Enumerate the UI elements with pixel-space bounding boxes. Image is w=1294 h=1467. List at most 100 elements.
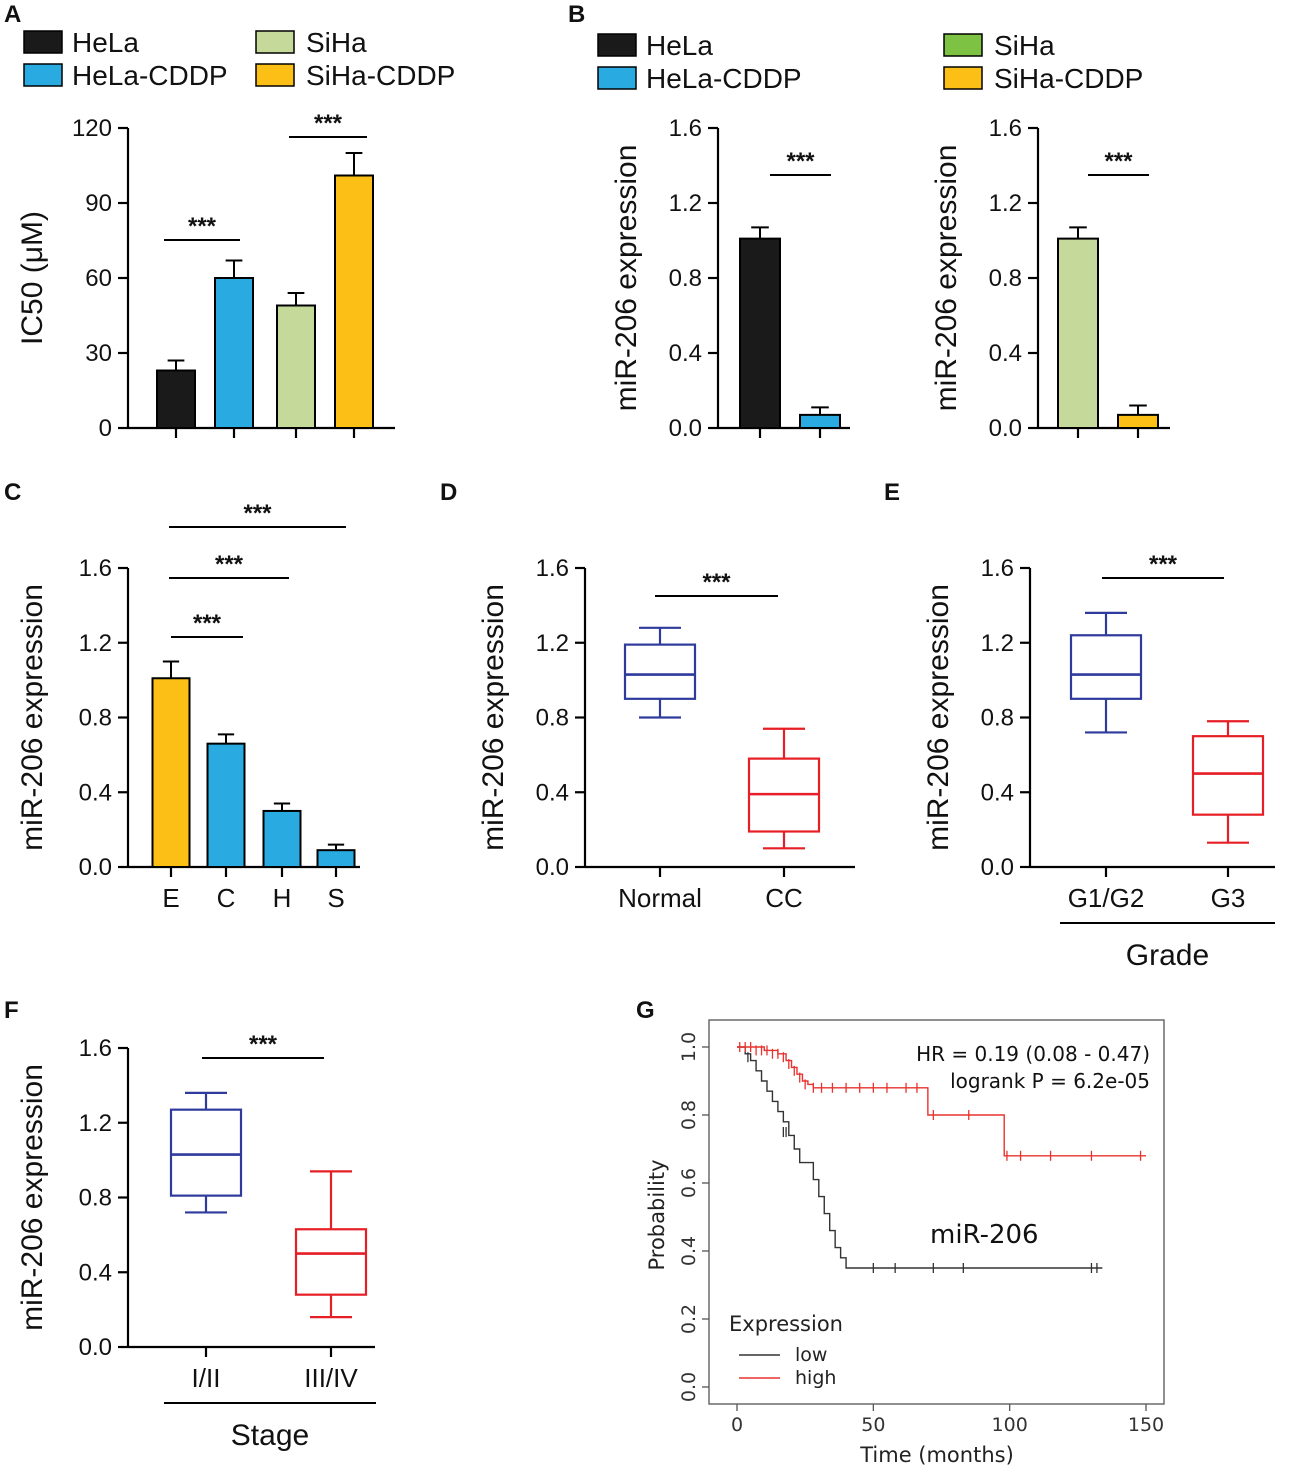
chart-title: miR-206 [930, 1220, 1039, 1250]
y-tick-label: 1.6 [669, 115, 702, 142]
y-tick-label: 1.2 [669, 190, 702, 217]
y-tick-label: 1.6 [79, 555, 112, 582]
y-tick-label: 1.6 [79, 1035, 112, 1062]
x-tick-label: 150 [1128, 1414, 1164, 1436]
y-tick-label: 0.4 [678, 1236, 700, 1266]
y-axis-label: miR-206 expression [930, 145, 963, 412]
group-label: Grade [1126, 939, 1209, 972]
x-tick-label: C [217, 883, 236, 913]
significance-label: *** [243, 500, 272, 527]
y-tick-label: 30 [85, 340, 112, 367]
y-tick-label: 0.8 [79, 705, 112, 732]
significance-label: *** [702, 569, 731, 596]
x-axis-label: Time (months) [859, 1443, 1014, 1467]
legend-label-hela-cddp: HeLa-CDDP [72, 60, 228, 91]
legend-swatch-b-siha-cddp [943, 66, 983, 90]
y-tick-label: 0.4 [536, 779, 569, 806]
y-tick-label: 0.0 [678, 1372, 700, 1402]
y-tick-label: 1.6 [536, 555, 569, 582]
survival-curve-low [737, 1046, 1103, 1269]
bar-s [316, 849, 356, 869]
x-tick-label: 100 [992, 1414, 1028, 1436]
y-tick-label: 0.8 [669, 265, 702, 292]
y-tick-label: 0.4 [79, 779, 112, 806]
y-tick-label: 0.0 [536, 854, 569, 881]
chart-a-ic50: 0 30 60 90 120 IC50 (μM) *** *** [16, 110, 395, 442]
y-tick-label: 0.8 [536, 705, 569, 732]
y-tick-label: 90 [85, 190, 112, 217]
y-axis-label: miR-206 expression [16, 1064, 49, 1331]
x-tick-label: 50 [861, 1414, 885, 1436]
y-tick-label: 1.2 [981, 630, 1014, 657]
legend-label-siha: SiHa [306, 27, 367, 58]
bar-hela-cddp [214, 277, 254, 429]
y-tick-label: 1.6 [989, 115, 1022, 142]
chart-d-normal-vs-cc: 0.0 0.4 0.8 1.2 1.6 miR-206 expression Normal C… [477, 555, 855, 913]
box-iqr-1 [294, 1228, 368, 1296]
y-tick-label: 0.0 [79, 854, 112, 881]
bar-siha-cddp [334, 174, 374, 429]
significance-label: *** [1149, 551, 1178, 578]
legend-a: HeLa HeLa-CDDP SiHa SiHa-CDDP [23, 27, 455, 91]
significance-label: *** [193, 610, 222, 637]
bar-hela [739, 237, 781, 429]
panel-label-g: G [636, 997, 655, 1024]
legend-label-b-siha-cddp: SiHa-CDDP [994, 63, 1143, 94]
y-tick-label: 1.6 [981, 555, 1014, 582]
legend-label-b-hela: HeLa [646, 30, 713, 61]
chart-c-cell-lines: 0.0 0.4 0.8 1.2 1.6 miR-206 expression E C H S ***… [16, 500, 360, 913]
x-tick-label: G3 [1211, 883, 1246, 913]
legend-swatch-b-siha [943, 33, 983, 57]
panel-label-e: E [884, 479, 900, 506]
panel-label-b: B [568, 1, 585, 28]
bar-c [206, 742, 246, 868]
y-tick-label: 1.2 [989, 190, 1022, 217]
box-iqr-1 [1191, 735, 1265, 816]
significance-label: *** [786, 148, 815, 175]
x-tick-label: H [273, 883, 292, 913]
legend-swatch-siha-cddp [255, 63, 295, 87]
chart-b-siha: 0.0 0.4 0.8 1.2 1.6 miR-206 expression *** [930, 115, 1170, 442]
x-tick-label: Normal [618, 883, 702, 913]
y-axis-label: miR-206 expression [922, 584, 955, 851]
y-tick-label: 0.0 [79, 1334, 112, 1361]
legend-swatch-b-hela-cddp [597, 66, 637, 90]
y-tick-label: 0.6 [678, 1168, 700, 1198]
significance-label: *** [249, 1031, 278, 1058]
legend-swatch-b-hela [597, 33, 637, 57]
y-tick-label: 1.0 [678, 1032, 700, 1062]
y-tick-label: 0.2 [678, 1304, 700, 1334]
chart-g-survival: 0 50 100 150 0.0 0.2 0.4 0.6 0.8 1.0 Time (months)… [645, 1019, 1165, 1467]
legend-swatch-hela-cddp [23, 63, 63, 87]
hazard-ratio-text: HR = 0.19 (0.08 - 0.47) [916, 1042, 1150, 1066]
legend-label-high: high [795, 1367, 836, 1389]
y-tick-label: 0.8 [981, 705, 1014, 732]
chart-e-grade: 0.0 0.4 0.8 1.2 1.6 miR-206 expression G1/G2 G3… [922, 551, 1275, 972]
significance-label: *** [215, 551, 244, 578]
panel-label-a: A [4, 1, 21, 28]
y-axis-label: IC50 (μM) [16, 211, 49, 345]
y-tick-label: 0.4 [79, 1259, 112, 1286]
y-tick-label: 60 [85, 265, 112, 292]
significance-label: *** [314, 110, 343, 137]
y-tick-label: 1.2 [79, 1110, 112, 1137]
y-tick-label: 0.4 [669, 340, 702, 367]
y-tick-label: 0.0 [981, 854, 1014, 881]
y-tick-label: 0.0 [989, 415, 1022, 442]
y-tick-label: 0.4 [989, 340, 1022, 367]
plot-frame [708, 1019, 1165, 1405]
y-axis-label: miR-206 expression [16, 584, 49, 851]
legend-title: Expression [729, 1312, 843, 1336]
x-tick-label: I/II [192, 1363, 221, 1393]
x-tick-label: S [327, 883, 344, 913]
legend-swatch-hela [23, 30, 63, 54]
y-tick-label: 0.8 [79, 1185, 112, 1212]
bar-hela [156, 369, 196, 429]
legend-label-b-siha: SiHa [994, 30, 1055, 61]
y-tick-label: 0.0 [669, 415, 702, 442]
significance-label: *** [1104, 148, 1133, 175]
x-tick-label: G1/G2 [1068, 883, 1145, 913]
bar-siha [276, 304, 316, 429]
box-iqr-0 [623, 643, 697, 700]
